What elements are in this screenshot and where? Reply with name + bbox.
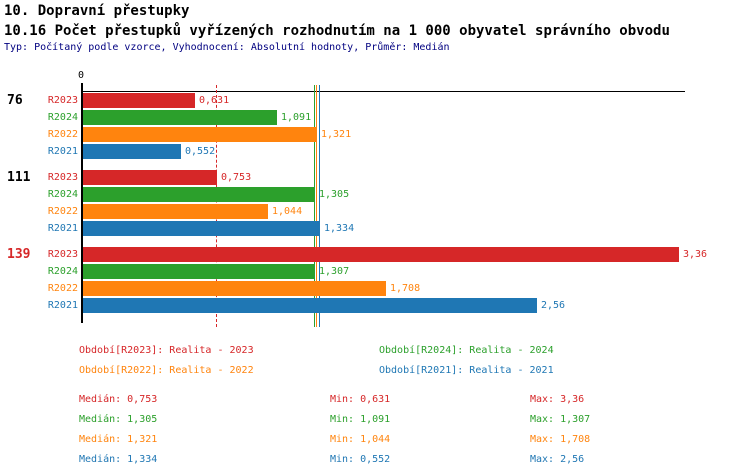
series-row-label: R2023 — [47, 172, 78, 183]
bar-R2022 — [83, 281, 386, 296]
stat-max: Max: 1,708 — [530, 434, 591, 445]
legend-item: Období[R2022]: Realita - 2022 — [79, 365, 254, 376]
bar-R2021 — [83, 298, 537, 313]
page-title: 10. Dopravní přestupky — [4, 3, 190, 19]
bar-R2024 — [83, 110, 277, 125]
chart-meta-line: Typ: Počítaný podle vzorce, Vyhodnocení:… — [4, 42, 450, 53]
bar-value-label: 1,708 — [390, 283, 421, 294]
y-axis-line — [81, 83, 83, 323]
chart-subtitle: 10.16 Počet přestupků vyřízených rozhodn… — [4, 23, 670, 39]
median-line-R2021 — [319, 85, 320, 327]
stat-max: Max: 2,56 — [530, 454, 585, 465]
series-row-label: R2024 — [47, 112, 78, 123]
group-label: 76 — [7, 93, 23, 108]
bar-value-label: 1,305 — [319, 189, 350, 200]
median-line-R2022 — [316, 85, 317, 327]
stat-median: Medián: 1,334 — [79, 454, 158, 465]
stat-median: Medián: 1,321 — [79, 434, 158, 445]
legend-item: Období[R2024]: Realita - 2024 — [379, 345, 554, 356]
stat-min: Min: 1,044 — [330, 434, 391, 445]
bar-value-label: 0,631 — [199, 95, 230, 106]
series-row-label: R2022 — [47, 129, 78, 140]
bar-R2023 — [83, 93, 195, 108]
legend-item: Období[R2021]: Realita - 2021 — [379, 365, 554, 376]
bar-R2024 — [83, 264, 315, 279]
series-row-label: R2023 — [47, 249, 78, 260]
bar-R2021 — [83, 144, 181, 159]
series-row-label: R2022 — [47, 283, 78, 294]
series-row-label: R2022 — [47, 206, 78, 217]
bar-R2023 — [83, 170, 217, 185]
group-label: 111 — [7, 170, 31, 185]
bar-R2021 — [83, 221, 320, 236]
stat-median: Medián: 1,305 — [79, 414, 158, 425]
bar-value-label: 1,321 — [321, 129, 352, 140]
stat-min: Min: 0,631 — [330, 394, 391, 405]
series-row-label: R2021 — [47, 300, 78, 311]
series-row-label: R2021 — [47, 223, 78, 234]
stat-min: Min: 1,091 — [330, 414, 391, 425]
bar-R2022 — [83, 127, 317, 142]
legend-item: Období[R2023]: Realita - 2023 — [79, 345, 254, 356]
bar-value-label: 0,753 — [221, 172, 252, 183]
bar-R2022 — [83, 204, 268, 219]
axis-origin-label: 0 — [78, 70, 85, 81]
stat-min: Min: 0,552 — [330, 454, 391, 465]
bar-value-label: 1,334 — [324, 223, 355, 234]
stat-max: Max: 1,307 — [530, 414, 591, 425]
series-row-label: R2023 — [47, 95, 78, 106]
median-line-R2024 — [314, 85, 315, 327]
bar-R2024 — [83, 187, 315, 202]
bar-value-label: 2,56 — [541, 300, 566, 311]
stat-median: Medián: 0,753 — [79, 394, 158, 405]
bar-value-label: 3,36 — [683, 249, 708, 260]
series-row-label: R2024 — [47, 189, 78, 200]
bar-R2023 — [83, 247, 679, 262]
group-label: 139 — [7, 247, 31, 262]
series-row-label: R2024 — [47, 266, 78, 277]
bar-value-label: 1,044 — [272, 206, 303, 217]
x-axis-line — [82, 91, 685, 92]
stat-max: Max: 3,36 — [530, 394, 585, 405]
bar-value-label: 0,552 — [185, 146, 216, 157]
bar-value-label: 1,091 — [281, 112, 312, 123]
bar-value-label: 1,307 — [319, 266, 350, 277]
series-row-label: R2021 — [47, 146, 78, 157]
